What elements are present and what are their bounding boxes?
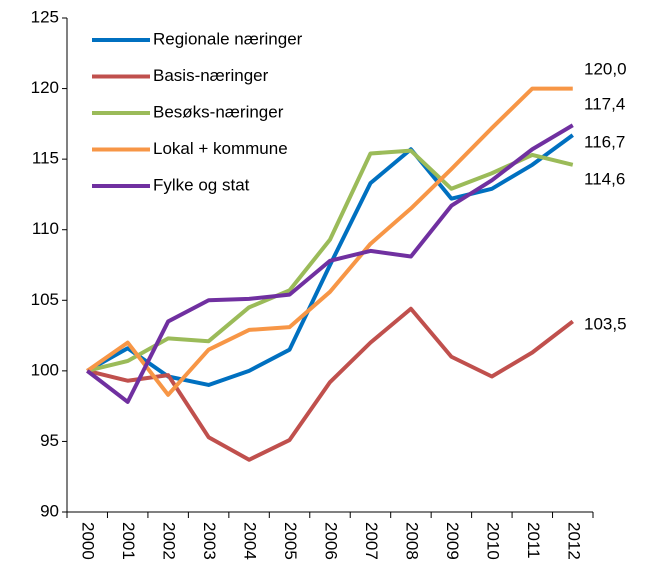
- x-tick-label: 2003: [200, 522, 219, 560]
- x-tick-label: 2005: [281, 522, 300, 560]
- value-label: 114,6: [584, 169, 625, 188]
- value-label: 117,4: [584, 94, 625, 113]
- series-line: [86, 148, 574, 373]
- x-tick-label: 2002: [160, 522, 179, 560]
- x-tick-label: 2006: [322, 522, 341, 560]
- x-tick-label: 2010: [483, 522, 502, 560]
- x-tick-label: 2004: [241, 522, 260, 560]
- legend-label: Besøks-næringer: [153, 102, 284, 121]
- x-tick-label: 2009: [443, 522, 462, 560]
- series-line: [86, 306, 574, 462]
- legend-label: Basis-næringer: [153, 66, 269, 85]
- value-label: 116,7: [584, 132, 625, 151]
- legend-label: Lokal + kommune: [153, 139, 288, 158]
- y-tick-label: 120: [31, 78, 59, 97]
- y-tick-label: 95: [40, 431, 59, 450]
- x-tick-label: 2000: [79, 522, 98, 560]
- series-line: [86, 86, 573, 397]
- x-tick-label: 2011: [524, 522, 543, 559]
- legend-label: Regionale næringer: [153, 29, 303, 48]
- y-tick-label: 110: [32, 219, 59, 238]
- x-tick-label: 2012: [564, 522, 583, 560]
- value-label: 120,0: [584, 59, 627, 78]
- legend-label: Fylke og stat: [153, 175, 250, 194]
- y-tick-label: 90: [40, 501, 59, 520]
- y-tick-label: 125: [31, 7, 59, 26]
- x-tick-label: 2001: [119, 522, 138, 560]
- y-tick-label: 105: [31, 290, 59, 309]
- x-tick-label: 2007: [362, 522, 381, 560]
- series-line: [86, 123, 574, 404]
- x-tick-label: 2008: [402, 522, 421, 560]
- value-label: 103,5: [584, 314, 627, 333]
- y-tick-label: 100: [31, 360, 59, 379]
- y-tick-label: 115: [32, 149, 59, 168]
